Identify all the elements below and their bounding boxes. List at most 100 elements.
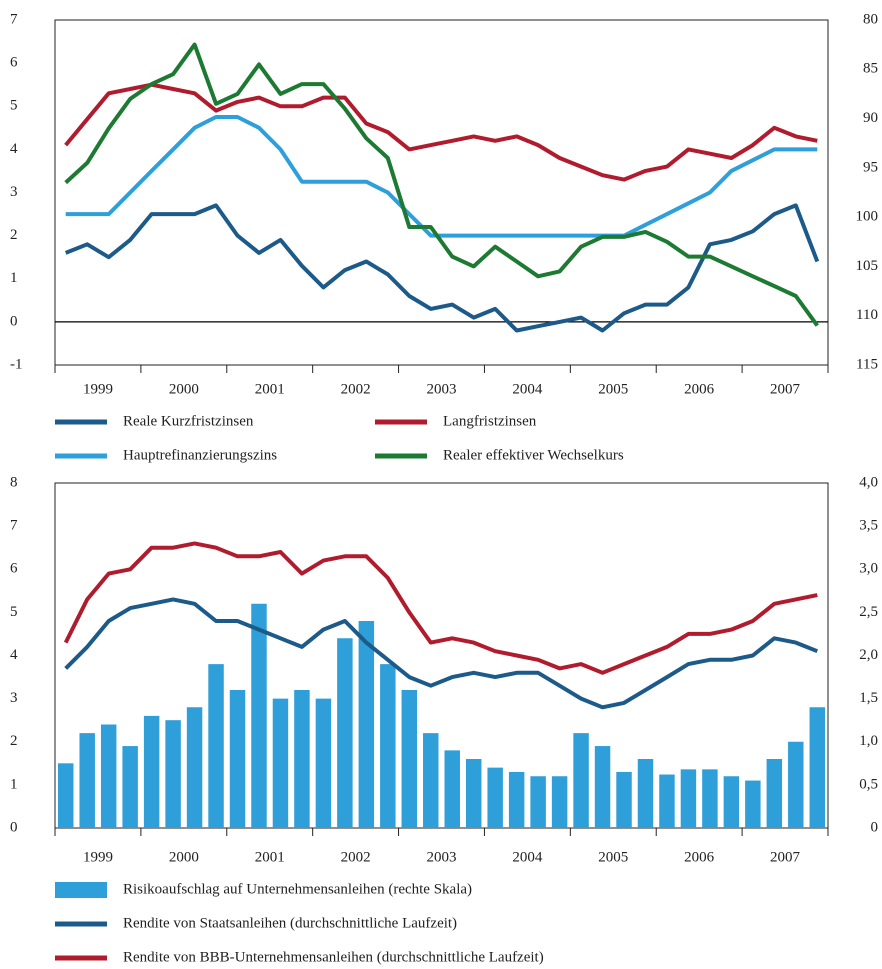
y2-tick-label: 3,5: [859, 518, 878, 534]
bar: [380, 664, 396, 828]
y2-tick-label: 80: [863, 11, 878, 27]
y2-tick-label: 0: [871, 819, 879, 835]
y2-tick-label: 85: [863, 61, 878, 77]
bar: [616, 771, 632, 828]
line: [64, 82, 818, 182]
bar: [165, 720, 181, 828]
y-tick-label: 8: [10, 474, 18, 490]
y2-tick-label: 0,5: [859, 776, 878, 792]
y-tick-label: 1: [10, 270, 18, 286]
x-tick-label: 2006: [684, 849, 715, 865]
bar: [58, 763, 74, 828]
bar: [723, 776, 740, 828]
y2-tick-label: 95: [863, 159, 878, 175]
y-tick-label: 4: [10, 647, 18, 663]
x-tick-label: 1999: [83, 849, 113, 865]
bar: [766, 759, 783, 828]
x-tick-label: 2005: [598, 381, 628, 397]
y-tick-label: 0: [10, 313, 18, 329]
y2-tick-label: 1,0: [859, 733, 878, 749]
legend-label: Langfristzinsen: [443, 413, 537, 429]
y-tick-label: 6: [10, 561, 18, 577]
y2-tick-label: 105: [856, 258, 879, 274]
bar: [229, 690, 246, 828]
y-tick-label: 5: [10, 604, 18, 620]
x-tick-label: 2002: [341, 849, 371, 865]
y-tick-label: 2: [10, 733, 18, 749]
bar: [251, 603, 267, 828]
y-tick-label: 7: [10, 11, 18, 27]
bar: [788, 741, 804, 828]
y-tick-label: 4: [10, 141, 18, 157]
x-tick-label: 2004: [512, 381, 543, 397]
y-tick-label: 3: [10, 690, 18, 706]
bar: [208, 664, 224, 828]
bar: [573, 733, 589, 828]
legend-label: Risikoaufschlag auf Unternehmensanleihen…: [123, 881, 472, 897]
legend-label: Hauptrefinanzierungszins: [123, 447, 277, 463]
legend-label: Reale Kurzfristzinsen: [123, 413, 254, 429]
line: [64, 597, 819, 710]
plot-frame: [54, 19, 829, 366]
y-tick-label: 2: [10, 227, 18, 243]
x-tick-label: 2007: [770, 849, 801, 865]
y-tick-label: 5: [10, 98, 18, 114]
y2-tick-label: 90: [863, 110, 878, 126]
x-tick-label: 2005: [598, 849, 628, 865]
legend-label: Rendite von BBB-Unternehmensanleihen (du…: [123, 949, 544, 965]
y-tick-label: 6: [10, 55, 18, 71]
x-tick-label: 2006: [684, 381, 715, 397]
y2-tick-label: 110: [856, 307, 878, 323]
legend-label: Realer effektiver Wechselkurs: [443, 447, 624, 463]
bar: [551, 776, 568, 828]
bar: [423, 733, 439, 828]
bar: [358, 621, 375, 828]
y2-tick-label: 2,0: [859, 647, 878, 663]
line: [65, 115, 818, 238]
bar: [745, 780, 761, 828]
y-tick-label: -1: [10, 356, 23, 372]
bar: [659, 774, 675, 828]
x-tick-label: 2000: [169, 849, 199, 865]
bar: [186, 707, 203, 828]
bar: [680, 769, 697, 828]
x-tick-label: 2003: [427, 849, 457, 865]
line: [64, 42, 819, 327]
bar: [508, 771, 525, 828]
y2-tick-label: 1,5: [859, 690, 878, 706]
bar: [809, 707, 825, 828]
y2-tick-label: 3,0: [859, 561, 878, 577]
legend-swatch: [55, 882, 107, 898]
bar: [122, 746, 138, 828]
bar: [315, 698, 332, 828]
bar: [79, 733, 95, 828]
x-tick-label: 2001: [255, 381, 285, 397]
x-tick-label: 2000: [169, 381, 199, 397]
y-tick-label: 7: [10, 518, 18, 534]
y2-tick-label: 2,5: [859, 604, 878, 620]
bar: [530, 776, 546, 828]
bar: [465, 759, 482, 828]
bar: [337, 638, 353, 828]
bar: [702, 769, 718, 828]
plot-frame: [54, 482, 829, 829]
legend-label: Rendite von Staatsanleihen (durchschnitt…: [123, 915, 457, 931]
bar: [637, 759, 654, 828]
y-tick-label: 0: [10, 819, 18, 835]
bar: [487, 767, 503, 828]
line: [63, 541, 818, 675]
x-tick-label: 2001: [255, 849, 285, 865]
bar: [100, 724, 117, 828]
y2-tick-label: 115: [856, 356, 878, 372]
x-tick-label: 2002: [341, 381, 371, 397]
y-tick-label: 3: [10, 184, 18, 200]
bar: [272, 698, 289, 828]
bar: [444, 750, 460, 828]
y2-tick-label: 100: [856, 209, 879, 225]
y-tick-label: 1: [10, 776, 18, 792]
bar: [294, 690, 310, 828]
bar: [401, 690, 418, 828]
x-tick-label: 1999: [83, 381, 113, 397]
x-tick-label: 2003: [427, 381, 457, 397]
